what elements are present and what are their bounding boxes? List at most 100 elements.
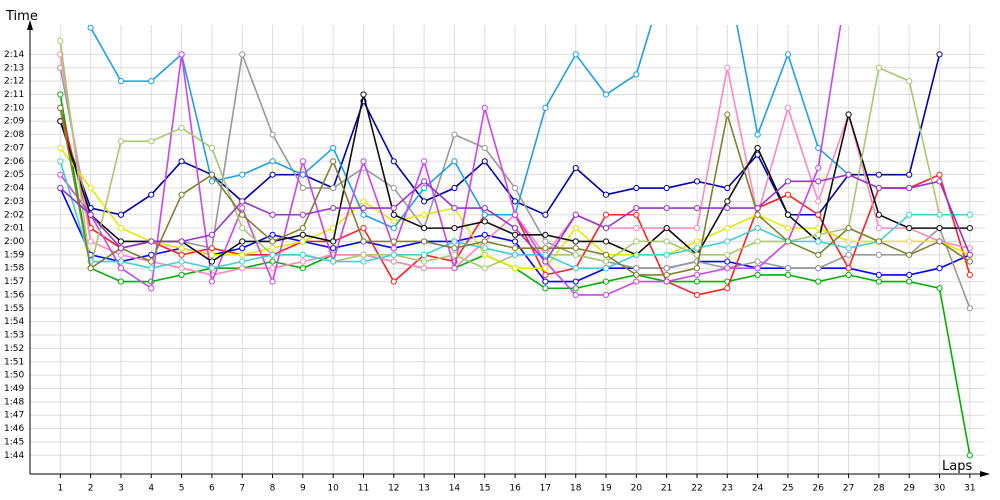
point <box>875 271 882 278</box>
point <box>481 144 488 152</box>
x-tick-label: 23 <box>722 484 733 494</box>
point <box>966 225 973 232</box>
point <box>936 51 943 58</box>
point <box>875 278 882 285</box>
point <box>208 231 216 238</box>
point <box>421 178 428 185</box>
y-tick-label: 2:03 <box>4 197 24 207</box>
x-tick-label: 2 <box>88 484 94 494</box>
point <box>239 265 246 272</box>
x-tick-label: 18 <box>570 484 582 494</box>
point <box>966 271 973 278</box>
x-tick-label: 29 <box>903 484 915 494</box>
point <box>542 258 549 265</box>
point <box>815 238 822 245</box>
point <box>542 245 549 252</box>
point <box>724 225 731 232</box>
point <box>239 198 246 205</box>
point <box>602 251 610 258</box>
point <box>815 225 822 232</box>
point <box>633 251 640 258</box>
point <box>117 225 125 232</box>
point <box>360 198 367 205</box>
point <box>663 278 670 285</box>
point <box>633 211 640 218</box>
point <box>754 258 761 265</box>
point <box>754 265 761 272</box>
y-tick-label: 1:50 <box>4 371 24 381</box>
point <box>724 64 731 71</box>
axes: Time Laps 1:44 1:45 1:46 1:47 1:48 1:49 1:50 1:… <box>4 9 990 494</box>
point <box>178 251 185 258</box>
point <box>815 251 822 258</box>
y-tick-label: 2:13 <box>4 63 24 73</box>
point <box>966 305 973 312</box>
point <box>239 225 246 232</box>
point <box>511 265 519 272</box>
y-tick-label: 1:49 <box>4 384 24 394</box>
point <box>633 278 640 285</box>
x-tick-label: 20 <box>631 484 643 494</box>
point <box>390 278 397 285</box>
point <box>360 91 367 98</box>
point <box>117 238 125 245</box>
point <box>784 178 792 185</box>
point <box>784 238 792 245</box>
point <box>724 204 731 212</box>
point <box>693 204 701 212</box>
point <box>542 211 549 218</box>
point <box>966 258 973 265</box>
y-tick-label: 2:06 <box>4 157 24 167</box>
point <box>815 198 822 205</box>
point <box>178 245 185 252</box>
point <box>178 158 185 165</box>
y-tick-label: 1:46 <box>4 424 24 434</box>
point <box>572 211 579 218</box>
point <box>572 245 579 252</box>
point <box>815 265 822 272</box>
point <box>693 178 701 185</box>
point <box>299 171 306 178</box>
point <box>178 51 185 58</box>
point <box>602 291 610 299</box>
y-tick-label: 2:00 <box>4 237 24 247</box>
point <box>421 225 428 232</box>
point <box>239 171 246 178</box>
point <box>511 211 519 218</box>
point <box>269 211 276 218</box>
point <box>269 238 276 245</box>
point <box>845 251 852 258</box>
point <box>87 184 94 192</box>
x-tick-label: 25 <box>782 484 793 494</box>
point <box>390 204 397 212</box>
point <box>481 204 488 212</box>
point <box>633 184 640 192</box>
point <box>845 111 852 118</box>
point <box>148 238 155 245</box>
point <box>602 258 610 265</box>
point <box>602 278 610 285</box>
point <box>208 258 216 265</box>
y-axis-label: Time <box>5 9 38 24</box>
x-tick-label: 10 <box>327 484 339 494</box>
x-tick-label: 12 <box>388 484 399 494</box>
point <box>451 204 458 212</box>
point <box>481 251 488 258</box>
point <box>208 178 216 185</box>
point <box>239 258 246 265</box>
point <box>299 258 306 265</box>
point <box>906 278 913 285</box>
point <box>330 238 337 245</box>
series-line <box>59 54 941 216</box>
y-tick-label: 1:45 <box>4 437 24 447</box>
point <box>542 278 549 285</box>
point <box>117 211 125 218</box>
x-tick-label: 11 <box>358 484 369 494</box>
point <box>57 37 64 45</box>
point <box>360 158 367 165</box>
point <box>542 265 549 272</box>
point <box>663 225 670 232</box>
point <box>602 191 610 198</box>
point <box>208 245 216 252</box>
point <box>602 238 610 245</box>
